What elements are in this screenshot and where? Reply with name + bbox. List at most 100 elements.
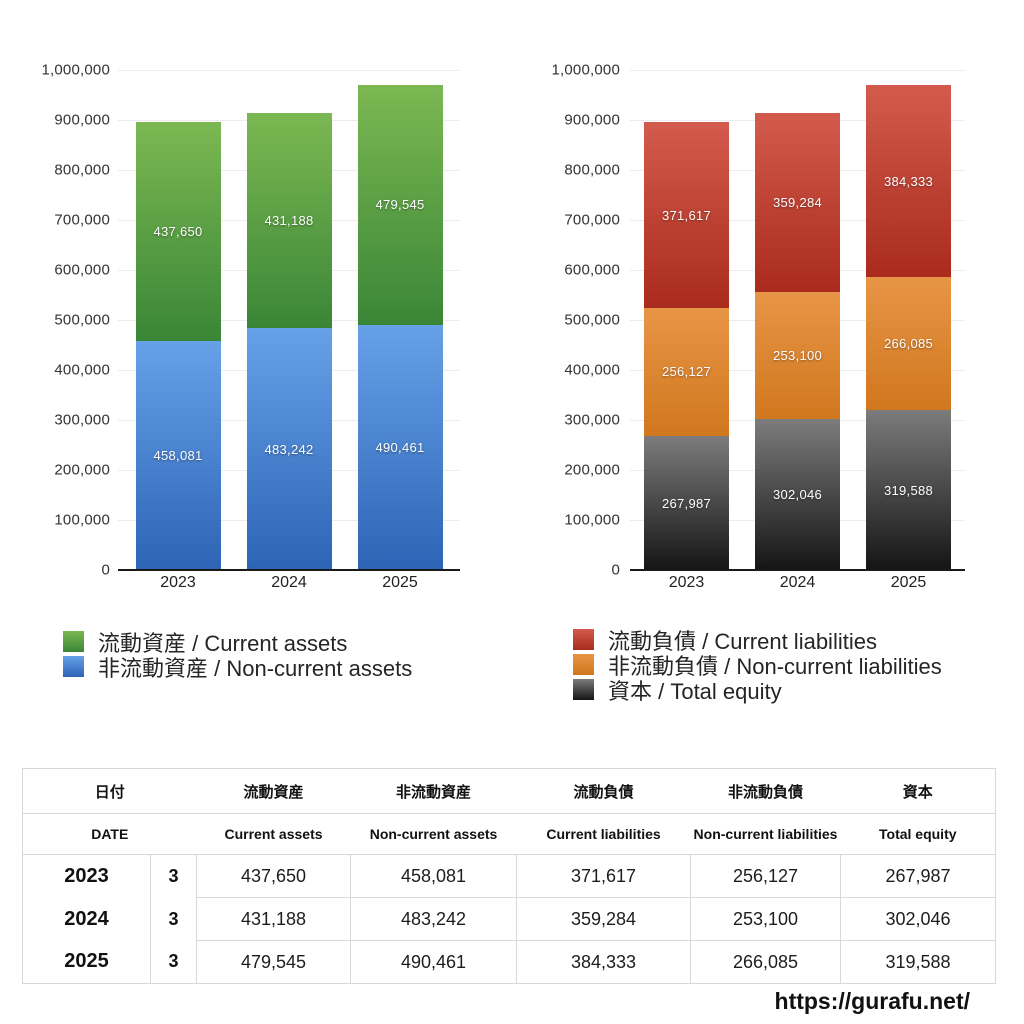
month-cell: 3 [150, 897, 198, 941]
x-tick-label: 2023 [160, 574, 196, 591]
bar-2023: 371,617 256,127 267,987 [644, 70, 729, 570]
table-header-cell: 日付 [22, 768, 197, 814]
bar-segment: 458,081 [135, 340, 221, 570]
value-cell: 431,188 [196, 897, 352, 941]
y-tick-label: 500,000 [54, 311, 110, 329]
value-cell: 384,333 [516, 940, 692, 984]
bar-segment: 384,333 [866, 85, 951, 278]
bar-segment: 371,617 [644, 122, 729, 308]
y-tick-label: 800,000 [54, 161, 110, 179]
year-cell: 2023 [22, 854, 151, 898]
value-cell: 490,461 [350, 940, 518, 984]
x-axis-line [118, 569, 460, 571]
liabilities-equity-legend: 流動負債 / Current liabilities 非流動負債 / Non-cu… [573, 627, 942, 704]
legend-item: 資本 / Total equity [573, 677, 942, 704]
year-cell: 2025 [22, 940, 151, 984]
liabilities-equity-chart: 1,000,000 900,000 800,000 700,000 600,000 500… [520, 0, 1024, 612]
bar-2023: 437,650 458,081 [135, 70, 221, 570]
value-label: 253,100 [772, 348, 823, 364]
y-tick-label: 600,000 [564, 261, 620, 279]
bar-segment: 253,100 [755, 292, 840, 419]
bar-segment: 256,127 [644, 307, 729, 437]
y-tick-label: 1,000,000 [551, 61, 620, 79]
value-label: 359,284 [772, 195, 823, 211]
value-label: 302,046 [772, 486, 823, 502]
bar-segment: 483,242 [246, 328, 332, 570]
value-label: 319,588 [883, 482, 934, 498]
x-tick-label: 2025 [382, 574, 418, 591]
y-tick-label: 100,000 [564, 511, 620, 529]
legend-label: 非流動負債 / Non-current liabilities [608, 653, 942, 679]
value-cell: 267,987 [840, 854, 996, 898]
x-tick-label: 2024 [779, 574, 816, 591]
value-cell: 371,617 [516, 854, 692, 898]
table-header-cell: 非流動負債 [690, 768, 841, 814]
legend-label: 流動負債 / Current liabilities [608, 628, 877, 654]
y-tick-label: 400,000 [54, 361, 110, 379]
bar-segment: 267,987 [644, 436, 729, 570]
value-cell: 479,545 [196, 940, 352, 984]
bar-2025: 479,545 490,461 [357, 70, 443, 570]
y-tick-label: 900,000 [54, 111, 110, 129]
value-cell: 256,127 [690, 854, 842, 898]
financial-data-table: 日付 流動資産 非流動資産 流動負債 非流動負債 資本 DATE Current assets… [22, 768, 997, 984]
value-cell: 359,284 [516, 897, 692, 941]
y-tick-label: 600,000 [54, 261, 110, 279]
table-row: 2024 3 431,188 483,242 359,284 253,100 302,046 [22, 897, 996, 941]
table-row: 2025 3 479,545 490,461 384,333 266,085 319,588 [22, 940, 996, 984]
legend-item: 非流動負債 / Non-current liabilities [573, 652, 942, 679]
table-header-cell: 資本 [840, 768, 996, 814]
bar-segment: 302,046 [755, 418, 840, 570]
assets-bars: 437,650 458,081 431,188 483,242 479,545 490,4… [118, 70, 460, 570]
x-tick-label: 2024 [271, 574, 307, 591]
value-label: 483,242 [264, 441, 314, 457]
value-cell: 302,046 [840, 897, 996, 941]
y-tick-label: 0 [101, 561, 110, 579]
legend-label: 資本 / Total equity [608, 678, 782, 704]
y-tick-label: 800,000 [564, 161, 620, 179]
legend-item: 流動負債 / Current liabilities [573, 627, 942, 654]
value-label: 266,085 [883, 336, 934, 352]
y-tick-label: 200,000 [564, 461, 620, 479]
bar-segment: 359,284 [755, 112, 840, 293]
bar-segment: 479,545 [357, 85, 443, 325]
gridline [630, 70, 965, 71]
value-label: 458,081 [153, 447, 203, 463]
table-header-cell: Total equity [840, 813, 996, 855]
legend-swatch-icon [63, 656, 84, 677]
assets-chart: 1,000,000 900,000 800,000 700,000 600,000 500… [0, 0, 500, 612]
y-tick-label: 700,000 [564, 211, 620, 229]
table-row: 2023 3 437,650 458,081 371,617 256,127 267,987 [22, 854, 996, 898]
value-label: 256,127 [661, 364, 712, 380]
value-label: 479,545 [375, 197, 425, 213]
assets-x-labels: 2023 2024 2025 [118, 574, 460, 592]
value-cell: 483,242 [350, 897, 518, 941]
month-cell: 3 [150, 940, 198, 984]
legend-item: 非流動資産 / Non-current assets [63, 654, 412, 681]
y-tick-label: 1,000,000 [41, 61, 110, 79]
y-tick-label: 500,000 [564, 311, 620, 329]
liabilities-bars: 371,617 256,127 267,987 359,284 253,100 302,0… [630, 70, 965, 570]
gridline [118, 70, 460, 71]
bar-segment: 490,461 [357, 324, 443, 570]
x-tick-label: 2023 [668, 574, 705, 591]
y-tick-label: 200,000 [54, 461, 110, 479]
table-header-cell: 流動資産 [196, 768, 351, 814]
y-tick-label: 0 [611, 561, 620, 579]
value-cell: 458,081 [350, 854, 518, 898]
site-url: https://gurafu.net/ [774, 988, 970, 1014]
bar-segment: 431,188 [246, 112, 332, 329]
value-label: 267,987 [661, 495, 712, 511]
legend-swatch-icon [573, 629, 594, 650]
y-tick-label: 300,000 [54, 411, 110, 429]
value-label: 490,461 [375, 439, 425, 455]
liabilities-plot-area: 371,617 256,127 267,987 359,284 253,100 302,0… [630, 70, 965, 591]
value-label: 384,333 [883, 173, 934, 189]
table-header-cell: Current assets [196, 813, 351, 855]
x-tick-label: 2025 [890, 574, 927, 591]
value-cell: 266,085 [690, 940, 842, 984]
y-tick-label: 900,000 [564, 111, 620, 129]
table-head: 日付 流動資産 非流動資産 流動負債 非流動負債 資本 DATE Current assets… [22, 768, 996, 855]
table-header-cell: DATE [22, 813, 197, 855]
